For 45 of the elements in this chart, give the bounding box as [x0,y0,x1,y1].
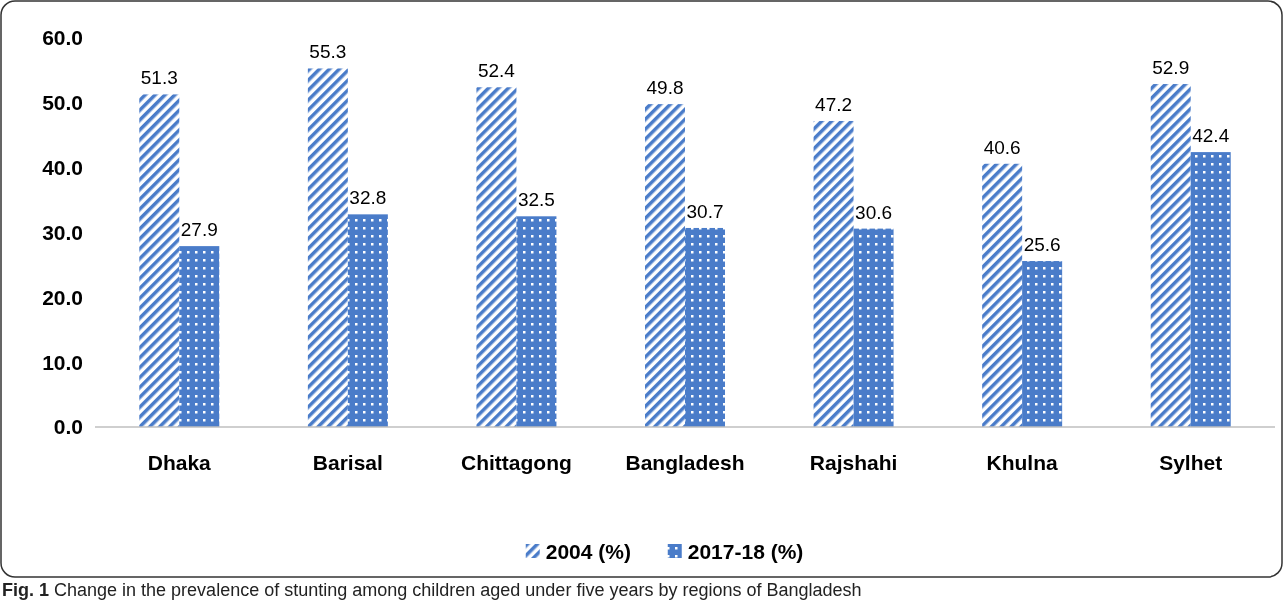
y-tick-label: 10.0 [42,350,83,374]
bar [1150,84,1191,427]
y-tick-label: 0.0 [53,415,83,439]
bar [516,216,557,427]
x-tick-label: Bangladesh [625,451,745,474]
bar [813,120,854,427]
data-label: 52.4 [477,60,516,82]
y-tick-label: 40.0 [42,156,83,180]
data-label: 27.9 [180,219,218,241]
data-label: 49.8 [646,77,684,99]
bar [1190,152,1231,427]
x-tick-label: Khulna [986,451,1059,474]
data-label: 32.5 [517,189,555,211]
y-tick-label: 50.0 [42,91,83,115]
x-tick-label: Barisal [312,451,383,474]
caption: Fig. 1 Change in the prevalence of stunting among children aged under five years by regions of Bangladesh [2,580,862,600]
bar [179,246,220,427]
bar [685,227,725,427]
x-tick-label: Rajshahi [809,451,898,474]
data-label: 42.4 [1192,125,1230,147]
data-label: 47.2 [815,93,853,115]
y-tick-label: 20.0 [42,285,83,309]
bar [853,228,894,427]
bar [645,104,685,427]
data-label: 30.6 [855,201,893,223]
data-label: 30.7 [686,200,724,222]
data-label: 25.6 [1023,234,1061,256]
bar [1022,261,1063,427]
bar [347,214,388,427]
legend-label: 2017-18 (%) [687,540,804,564]
data-label: 55.3 [309,41,347,63]
x-tick-label: Dhaka [147,451,212,474]
data-label: 32.8 [349,187,387,209]
legend-label: 2004 (%) [545,540,631,564]
bar [982,163,1023,427]
data-label: 51.3 [140,67,178,89]
x-tick-label: Chittagong [461,451,572,474]
x-tick-label: Sylhet [1159,451,1223,474]
data-label: 52.9 [1152,57,1190,79]
y-tick-label: 60.0 [42,26,83,50]
bar [139,94,180,427]
y-tick-label: 30.0 [42,220,83,244]
bar [476,87,517,427]
data-label: 40.6 [983,136,1021,158]
bar [307,68,348,427]
